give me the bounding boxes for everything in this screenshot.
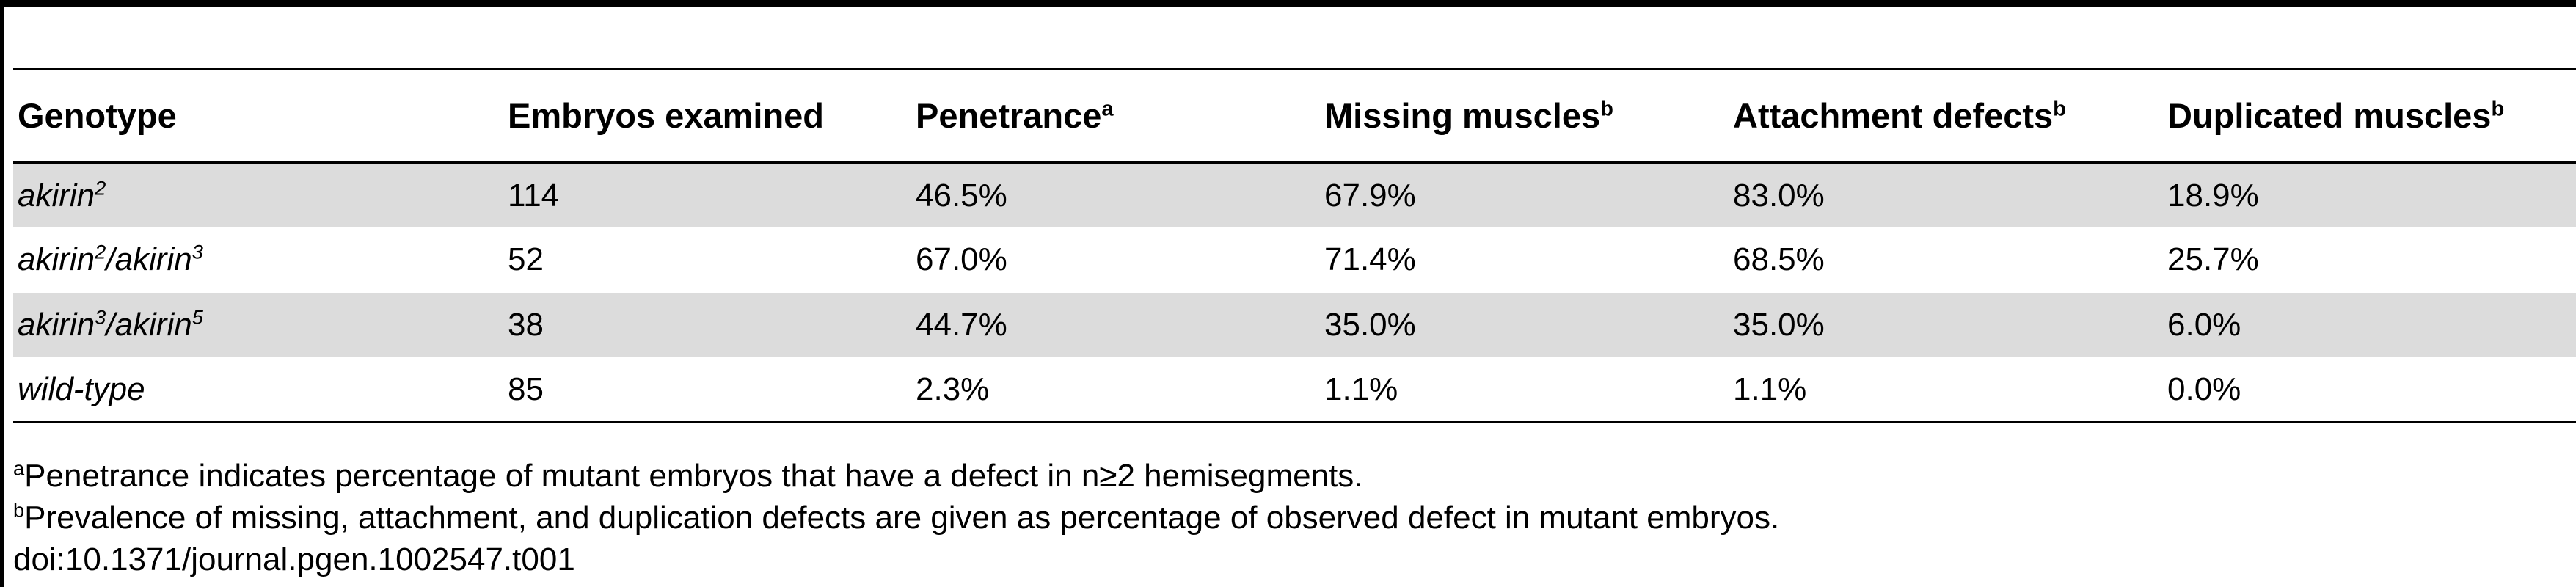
- footnote-b: bPrevalence of missing, attachment, and …: [13, 498, 1780, 536]
- cell-embryos: 38: [508, 306, 544, 343]
- header-genotype: Genotype: [13, 68, 503, 164]
- table-row: wild-type 85 2.3% 1.1% 1.1% 0.0%: [13, 357, 2576, 423]
- table-row: akirin2/akirin3 52 67.0% 71.4% 68.5% 25.…: [13, 227, 2576, 293]
- header-duplicated-muscles: Duplicated musclesb: [2163, 68, 2576, 164]
- cell-embryos: 114: [508, 177, 560, 214]
- table-row: akirin2 114 46.5% 67.9% 83.0% 18.9%: [13, 162, 2576, 227]
- cell-penetrance: 44.7%: [916, 306, 1007, 343]
- cell-missing: 1.1%: [1320, 357, 1729, 423]
- cell-missing: 71.4%: [1324, 241, 1416, 278]
- header-embryos-examined: Embryos examined: [503, 68, 911, 164]
- cell-embryos: 85: [503, 357, 911, 423]
- cell-duplicated: 0.0%: [2163, 357, 2576, 423]
- cell-attachment: 68.5%: [1733, 241, 1825, 278]
- left-rule: [0, 0, 4, 587]
- cell-duplicated: 18.9%: [2167, 177, 2259, 214]
- data-table-container: Genotype Embryos examined Penetrancea Mi…: [13, 68, 2576, 423]
- cell-genotype: akirin2: [18, 175, 106, 214]
- cell-embryos: 52: [508, 241, 544, 278]
- cell-genotype: akirin3/akirin5: [18, 305, 203, 343]
- cell-penetrance: 46.5%: [916, 177, 1007, 214]
- table-row: akirin3/akirin5 38 44.7% 35.0% 35.0% 6.0…: [13, 292, 2576, 357]
- top-rule: [0, 0, 2576, 7]
- cell-genotype: akirin2/akirin3: [18, 240, 203, 278]
- cell-duplicated: 6.0%: [2167, 306, 2241, 343]
- cell-penetrance: 2.3%: [911, 357, 1320, 423]
- cell-missing: 67.9%: [1324, 177, 1416, 214]
- cell-missing: 35.0%: [1324, 306, 1416, 343]
- header-penetrance: Penetrancea: [911, 68, 1320, 164]
- table-header-row: Genotype Embryos examined Penetrancea Mi…: [13, 68, 2576, 164]
- cell-attachment: 35.0%: [1733, 306, 1825, 343]
- doi-reference: doi:10.1371/journal.pgen.1002547.t001: [13, 542, 575, 577]
- cell-duplicated: 25.7%: [2167, 241, 2259, 278]
- data-table: Genotype Embryos examined Penetrancea Mi…: [13, 68, 2576, 423]
- table-footnotes: aPenetrance indicates percentage of muta…: [13, 455, 1779, 580]
- header-attachment-defects: Attachment defectsb: [1729, 68, 2163, 164]
- cell-genotype: wild-type: [13, 357, 503, 423]
- footnote-a: aPenetrance indicates percentage of muta…: [13, 456, 1363, 494]
- cell-penetrance: 67.0%: [916, 241, 1007, 278]
- cell-attachment: 1.1%: [1729, 357, 2163, 423]
- header-missing-muscles: Missing musclesb: [1320, 68, 1729, 164]
- cell-attachment: 83.0%: [1733, 177, 1825, 214]
